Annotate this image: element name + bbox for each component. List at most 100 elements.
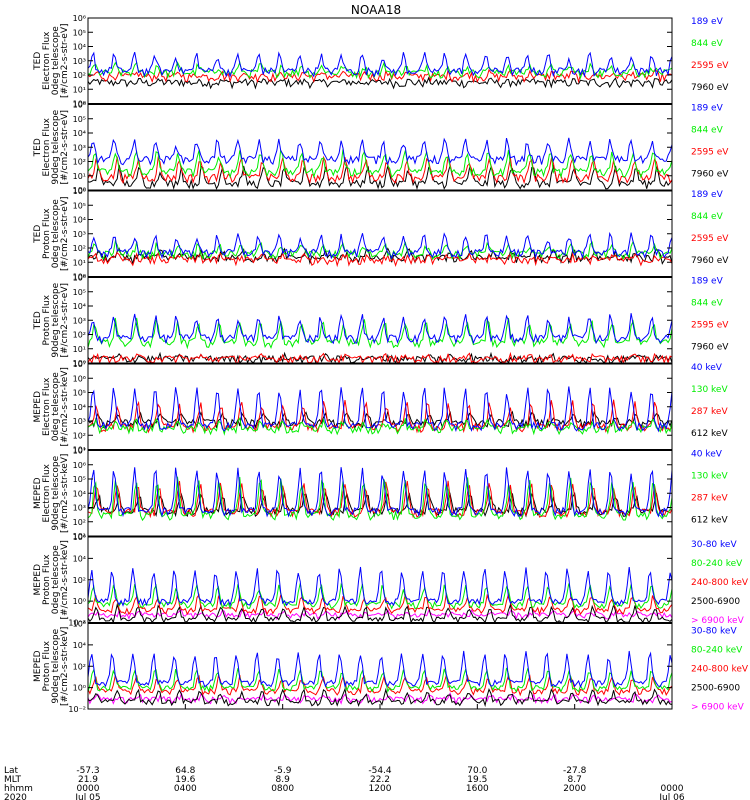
y-axis-label: TEDProton Flux90deg telescope[#/cm2-s-st… <box>33 282 70 357</box>
y-axis-label-line: Proton Flux <box>42 554 52 605</box>
y-tick-label: 10⁶ <box>73 533 86 542</box>
legend-entry: 287 keV <box>691 494 728 504</box>
legend-entry: 189 eV <box>691 190 724 200</box>
y-axis-label: MEPEDElectron Flux0deg telescope[#/cm2-s… <box>33 367 70 446</box>
x-tick-label: 22.2 <box>370 775 390 785</box>
y-axis-label-line: Electron Flux <box>42 377 52 436</box>
y-tick-label: 10⁴ <box>73 129 86 138</box>
y-tick-label: 10² <box>73 576 86 585</box>
legend-entry: 130 keV <box>691 472 728 482</box>
series-line-189-ev <box>87 231 673 260</box>
series-line-30-80-kev <box>87 650 673 689</box>
x-row-label: MLT <box>4 775 22 785</box>
y-axis-label-line: MEPED <box>33 391 43 423</box>
y-tick-label: 10⁶ <box>73 274 86 283</box>
y-tick-label: 10⁰ <box>73 597 86 606</box>
y-tick-label: 10⁴ <box>73 554 86 563</box>
legend-entry: 189 eV <box>691 104 724 114</box>
x-tick-label: 19.6 <box>175 775 195 785</box>
legend-entry: 7960 eV <box>691 343 729 353</box>
y-tick-label: 10⁵ <box>73 28 86 37</box>
legend-entry: 30-80 keV <box>691 540 737 550</box>
y-tick-label: 10² <box>73 158 86 167</box>
y-axis-label: TEDElectron Flux0deg telescope[#/cm2-s-s… <box>33 23 70 98</box>
y-tick-label: 10⁰ <box>73 273 86 282</box>
legend-entry: 2595 eV <box>691 148 729 158</box>
y-axis-label-line: TED <box>33 225 43 244</box>
y-tick-label: 10³ <box>73 143 86 152</box>
legend-entry: 844 eV <box>691 299 724 309</box>
y-axis-label-line: 90deg telescope <box>51 282 61 357</box>
y-axis-label-line: Proton Flux <box>42 208 52 259</box>
x-tick-label: -5.9 <box>274 766 292 776</box>
series-line--6900-kev <box>87 608 673 621</box>
y-axis-label-line: 90deg telescope <box>51 455 61 530</box>
y-tick-label: 10³ <box>73 230 86 239</box>
series-line-40-kev <box>87 386 673 433</box>
y-tick-label: 10⁴ <box>73 489 86 498</box>
y-axis-label-line: [#/cm2-s-str-keV] <box>60 627 70 706</box>
y-tick-label: 10⁶ <box>73 374 86 383</box>
y-axis-label-line: 90deg telescope <box>51 628 61 703</box>
panel-frame <box>87 363 673 450</box>
y-tick-label: 10² <box>73 71 86 80</box>
legend-entry: 844 eV <box>691 212 724 222</box>
legend-entry: 30-80 keV <box>691 627 737 637</box>
y-tick-label: 10¹ <box>73 172 86 181</box>
y-tick-label: 10⁷ <box>73 447 86 456</box>
x-tick-label: 0800 <box>271 784 294 794</box>
x-row-label: 2020 <box>4 793 27 800</box>
legend-entry: 2500-6900 <box>691 684 740 694</box>
x-tick-label: -27.8 <box>563 766 587 776</box>
y-tick-label: 10⁴ <box>73 641 86 650</box>
y-axis-label-line: 0deg telescope <box>51 26 61 96</box>
y-axis-label-line: [#/cm2-s-str-keV] <box>60 367 70 446</box>
legend-entry: 80-240 keV <box>691 646 743 656</box>
y-tick-label: 10³ <box>73 417 86 426</box>
legend-entry: 240-800 keV <box>691 578 749 588</box>
series-line-844-ev <box>87 317 673 350</box>
y-tick-label: 10⁶ <box>73 620 86 629</box>
y-tick-label: 10⁴ <box>73 43 86 52</box>
x-row-label: hhmm <box>4 784 33 794</box>
y-tick-label: 10⁶ <box>73 461 86 470</box>
y-axis-label-line: MEPED <box>33 477 43 509</box>
legend-entry: 130 keV <box>691 385 728 395</box>
y-tick-label: 10¹ <box>73 85 86 94</box>
series-line-844-ev <box>87 149 673 179</box>
panel-frame <box>87 190 673 277</box>
y-tick-label: 10⁴ <box>73 216 86 225</box>
y-tick-label: 10² <box>73 662 86 671</box>
series-line-2595-ev <box>87 155 673 185</box>
legend-entry: 2500-6900 <box>691 597 740 607</box>
y-tick-label: 10⁴ <box>73 403 86 412</box>
x-tick-label: 70.0 <box>467 766 487 776</box>
y-axis-label-line: [#/cm2-s-str-keV] <box>60 454 70 533</box>
x-row-label: Lat <box>4 766 19 776</box>
y-axis-label-line: [#/cm2-s-str-keV] <box>60 540 70 619</box>
y-tick-label: 10⁻² <box>68 705 86 714</box>
y-tick-label: 10⁵ <box>73 389 86 398</box>
y-axis-label: TEDElectron Flux90deg telescope[#/cm2-s-… <box>33 109 70 184</box>
y-axis-label-line: [#/cm2-s-str-eV] <box>60 196 70 271</box>
y-axis-label-line: Electron Flux <box>42 463 52 522</box>
legend-entry: 80-240 keV <box>691 559 743 569</box>
panel-frame <box>87 623 673 710</box>
y-tick-label: 10² <box>73 244 86 253</box>
y-axis-label: MEPEDProton Flux90deg telescope[#/cm2-s-… <box>33 627 70 706</box>
panel-frame <box>87 277 673 364</box>
series-line-844-ev <box>87 60 673 80</box>
series-line-2595-ev <box>87 251 673 268</box>
y-tick-label: 10⁷ <box>73 360 86 369</box>
y-axis-label: MEPEDProton Flux0deg telescope[#/cm2-s-s… <box>33 540 70 619</box>
y-axis-label-line: 0deg telescope <box>51 199 61 269</box>
x-tick-label: -57.3 <box>76 766 99 776</box>
y-axis-label-line: 0deg telescope <box>51 545 61 615</box>
